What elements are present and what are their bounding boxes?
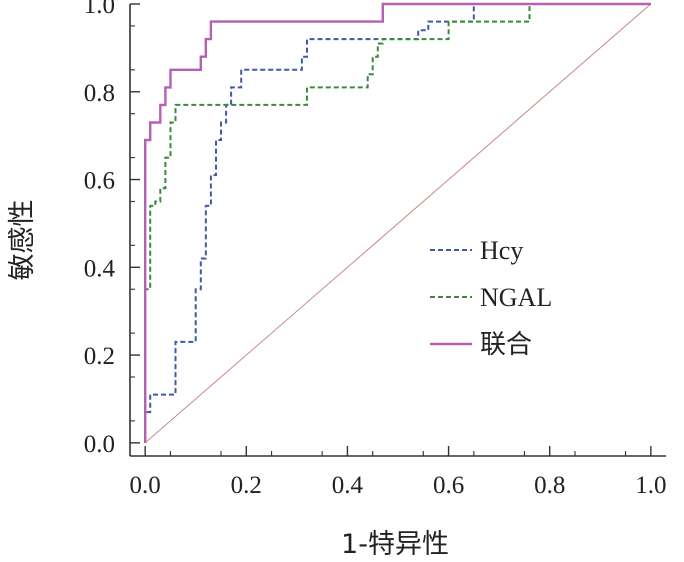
series-hcy-line	[144, 3, 651, 443]
legend: Hcy NGAL 联合	[430, 236, 552, 360]
y-tick-label: 0.6	[84, 168, 115, 195]
series-combined-line	[143, 2, 651, 443]
x-tick-label: 1.0	[635, 472, 666, 499]
x-axis-title: 1-特异性	[341, 529, 449, 560]
reference-diagonal-line	[144, 3, 652, 444]
y-tick-label: 0.4	[84, 255, 116, 282]
x-tick-label: 0.8	[534, 472, 565, 499]
y-tick-label: 1.0	[84, 0, 115, 19]
legend-label-ngal: NGAL	[480, 283, 552, 312]
x-tick-label: 0.6	[433, 472, 464, 499]
legend-label-combined: 联合	[480, 330, 532, 360]
y-tick-label: 0.8	[84, 80, 115, 107]
x-axis-ticks: 0.0 0.2 0.4 0.6 0.8 1.0	[130, 446, 666, 499]
legend-label-hcy: Hcy	[480, 236, 523, 265]
plot-area	[143, 2, 652, 444]
y-axis-title: 敏感性	[7, 200, 38, 281]
x-tick-label: 0.0	[130, 472, 161, 499]
series-ngal-line	[144, 3, 651, 443]
axes: 0.0 0.2 0.4 0.6 0.8 1.0 0.0 0.2 0.4 0.6 0.8 1.0	[84, 0, 667, 499]
x-tick-label: 0.4	[332, 472, 364, 499]
y-tick-label: 0.2	[84, 343, 115, 370]
x-tick-label: 0.2	[231, 472, 262, 499]
y-axis-ticks: 0.0 0.2 0.4 0.6 0.8 1.0	[84, 0, 140, 458]
y-tick-label: 0.0	[84, 431, 115, 458]
